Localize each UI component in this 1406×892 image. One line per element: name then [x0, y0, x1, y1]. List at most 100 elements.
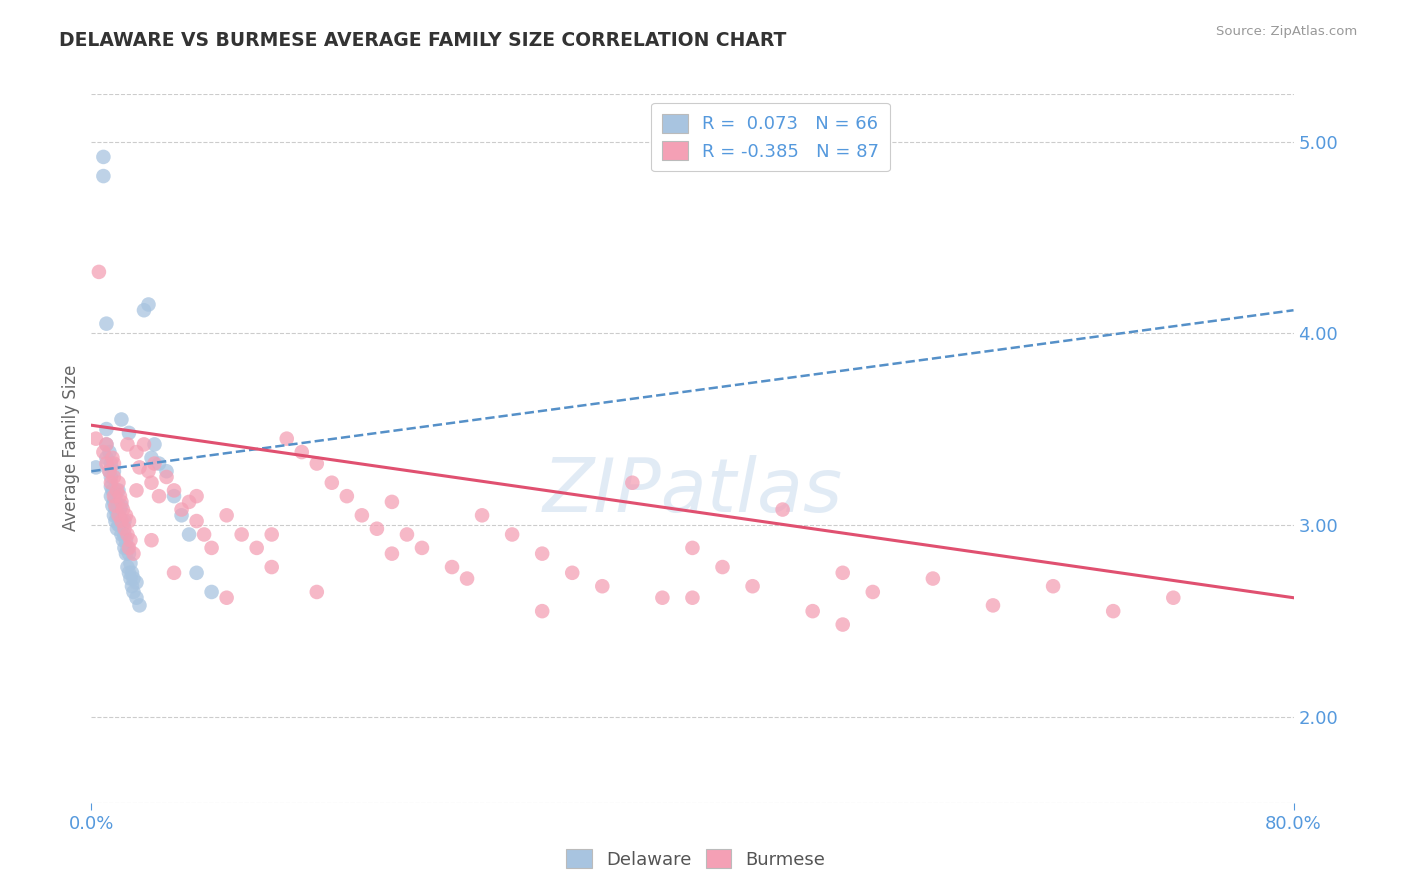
Point [741, 579, 763, 593]
Point [305, 457, 328, 471]
Point [862, 585, 884, 599]
Point [107, 508, 129, 523]
Point [132, 437, 155, 451]
Point [114, 527, 136, 541]
Point [121, 566, 143, 580]
Point [84, 460, 107, 475]
Point [321, 475, 343, 490]
Point [201, 585, 224, 599]
Point [87, 265, 110, 279]
Point [93, 445, 115, 459]
Point [681, 541, 703, 555]
Point [103, 489, 125, 503]
Point [170, 502, 193, 516]
Point [186, 514, 208, 528]
Point [1042, 579, 1064, 593]
Point [681, 591, 703, 605]
Point [531, 547, 554, 561]
Point [100, 479, 122, 493]
Point [118, 425, 141, 440]
Point [276, 432, 298, 446]
Point [366, 522, 388, 536]
Point [96, 457, 118, 471]
Point [163, 489, 186, 503]
Point [128, 599, 150, 613]
Legend: R =  0.073   N = 66, R = -0.385   N = 87: R = 0.073 N = 66, R = -0.385 N = 87 [651, 103, 890, 171]
Point [591, 579, 613, 593]
Point [501, 527, 523, 541]
Y-axis label: Average Family Size: Average Family Size [62, 365, 80, 532]
Point [111, 517, 134, 532]
Point [163, 483, 186, 498]
Point [148, 489, 170, 503]
Point [105, 508, 128, 523]
Point [104, 514, 127, 528]
Point [105, 522, 128, 536]
Point [96, 437, 118, 451]
Point [115, 547, 138, 561]
Point [440, 560, 463, 574]
Point [104, 499, 127, 513]
Point [101, 483, 124, 498]
Point [621, 475, 644, 490]
Point [186, 489, 208, 503]
Point [100, 475, 122, 490]
Point [110, 514, 132, 528]
Point [103, 457, 125, 471]
Point [110, 495, 132, 509]
Point [125, 591, 148, 605]
Point [93, 169, 115, 183]
Point [231, 527, 253, 541]
Point [111, 502, 134, 516]
Point [381, 547, 404, 561]
Point [170, 508, 193, 523]
Point [831, 566, 853, 580]
Point [138, 297, 160, 311]
Point [122, 547, 145, 561]
Point [132, 303, 155, 318]
Point [103, 464, 125, 478]
Point [100, 489, 122, 503]
Point [110, 412, 132, 426]
Point [108, 517, 131, 532]
Point [215, 591, 238, 605]
Point [120, 556, 142, 570]
Point [1161, 591, 1184, 605]
Point [125, 445, 148, 459]
Point [143, 457, 166, 471]
Point [110, 499, 132, 513]
Point [115, 533, 138, 548]
Point [193, 527, 215, 541]
Point [246, 541, 269, 555]
Point [561, 566, 583, 580]
Point [260, 560, 283, 574]
Point [305, 585, 328, 599]
Point [411, 541, 433, 555]
Point [201, 541, 224, 555]
Point [831, 617, 853, 632]
Point [651, 591, 673, 605]
Point [138, 464, 160, 478]
Point [118, 514, 141, 528]
Point [215, 508, 238, 523]
Point [117, 437, 139, 451]
Point [125, 575, 148, 590]
Point [105, 483, 128, 498]
Point [96, 450, 118, 465]
Point [471, 508, 494, 523]
Point [96, 437, 118, 451]
Point [103, 495, 125, 509]
Point [120, 572, 142, 586]
Text: DELAWARE VS BURMESE AVERAGE FAMILY SIZE CORRELATION CHART: DELAWARE VS BURMESE AVERAGE FAMILY SIZE … [59, 31, 786, 50]
Point [118, 541, 141, 555]
Point [110, 527, 132, 541]
Point [981, 599, 1004, 613]
Point [456, 572, 478, 586]
Point [350, 508, 373, 523]
Point [122, 572, 145, 586]
Point [125, 483, 148, 498]
Point [148, 457, 170, 471]
Point [104, 489, 127, 503]
Text: ZIPatlas: ZIPatlas [543, 455, 842, 527]
Point [96, 422, 118, 436]
